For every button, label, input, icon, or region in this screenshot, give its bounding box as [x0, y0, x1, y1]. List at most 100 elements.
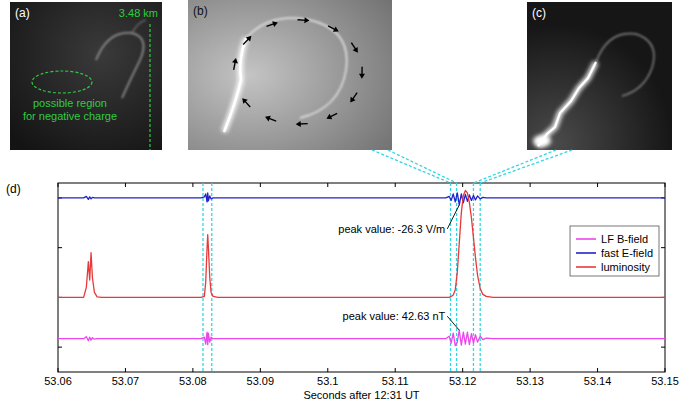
x-tick	[125, 368, 126, 372]
arrow-head	[348, 97, 356, 105]
x-axis-title: Seconds after 12:31 UT	[303, 389, 419, 401]
flow-arrow	[359, 67, 365, 79]
x-tick	[327, 368, 328, 372]
lightning-loop	[246, 18, 347, 118]
x-tick-top	[530, 183, 531, 187]
flow-arrow	[264, 114, 277, 124]
x-tick	[58, 368, 59, 372]
annotation-leader	[447, 205, 459, 229]
arrow-head	[264, 114, 271, 121]
x-tick-top	[192, 183, 193, 187]
x-tick-label: 53.08	[179, 375, 207, 387]
legend: LF B-fieldfast E-fieldluminosity	[570, 226, 659, 276]
arrow-head	[272, 20, 279, 27]
annotation-leader	[447, 316, 459, 330]
flow-arrow	[348, 91, 360, 104]
annotation: peak value: 42.63 nT	[343, 310, 446, 322]
figure: (a) 3.48 km possible regionfor negative ch…	[0, 0, 689, 408]
scale-line	[149, 24, 150, 150]
region-text: for negative charge	[23, 110, 117, 122]
x-tick-top	[597, 183, 598, 187]
legend-swatch	[576, 238, 596, 240]
annotation: peak value: -26.3 V/m	[338, 223, 445, 235]
series-line	[58, 193, 665, 205]
flow-arrow	[241, 34, 254, 47]
connector	[480, 150, 572, 183]
x-tick-top	[260, 183, 261, 187]
y-tick	[58, 347, 62, 348]
flow-arrow	[266, 20, 279, 30]
x-tick-label: 53.11	[382, 375, 409, 387]
y-tick	[58, 247, 62, 248]
plot-frame	[58, 183, 665, 372]
legend-label: LF B-field	[601, 233, 648, 245]
y-tick-right	[661, 347, 665, 348]
flow-arrow	[240, 96, 252, 109]
panel-label: (d)	[6, 182, 21, 196]
window-edge	[211, 183, 212, 372]
arrow-head	[304, 17, 309, 23]
lightning-channel	[224, 38, 246, 132]
panel-label: (b)	[193, 4, 208, 18]
y-tick-right	[661, 247, 665, 248]
charge-region	[32, 71, 92, 93]
arrow-head	[333, 27, 340, 35]
x-tick	[530, 368, 531, 372]
arrow-head	[232, 57, 239, 63]
connector	[372, 150, 451, 183]
panel-label: (c)	[532, 6, 546, 20]
flow-arrow	[349, 41, 361, 54]
panel-label: (a)	[15, 6, 30, 20]
arrow-head	[359, 74, 365, 79]
flow-arrow	[296, 121, 308, 128]
x-tick-label: 53.15	[651, 375, 679, 387]
x-tick-label: 53.13	[516, 375, 544, 387]
arrow-head	[240, 96, 248, 104]
x-tick-label: 53.06	[44, 375, 72, 387]
lightning-branch	[132, 20, 146, 33]
legend-swatch	[576, 266, 596, 268]
lightning-channel	[538, 62, 596, 146]
x-tick-label: 53.12	[449, 375, 477, 387]
x-tick-top	[665, 183, 666, 187]
x-tick-top	[125, 183, 126, 187]
scale-text: 3.48 km	[119, 7, 158, 19]
x-tick	[395, 368, 396, 372]
series-line	[58, 330, 665, 345]
x-tick-label: 53.09	[247, 375, 275, 387]
window-edge	[480, 183, 481, 372]
series-lines	[58, 190, 665, 345]
lightning-loop	[596, 34, 654, 96]
x-tick	[260, 368, 261, 372]
x-tick-top	[462, 183, 463, 187]
series-line	[58, 190, 665, 297]
arrow-head	[296, 121, 301, 127]
photo-background	[188, 0, 392, 150]
connector	[388, 150, 457, 183]
highlight-windows	[203, 183, 480, 372]
x-tick-label: 53.1	[317, 375, 338, 387]
flow-arrow	[327, 23, 340, 34]
x-tick	[192, 368, 193, 372]
lightning-channel	[96, 33, 144, 98]
x-tick-top	[58, 183, 59, 187]
flow-arrow	[231, 57, 239, 70]
photo-background	[527, 2, 672, 150]
window-edge	[202, 183, 203, 372]
arrow-head	[325, 114, 332, 122]
region-text: possible region	[33, 97, 107, 109]
legend-box	[570, 226, 659, 276]
x-tick-top	[327, 183, 328, 187]
flow-arrow	[297, 17, 309, 24]
lightning-glow	[538, 62, 596, 146]
legend-swatch	[576, 252, 596, 254]
channel-base	[533, 135, 551, 147]
x-tick	[597, 368, 598, 372]
x-tick	[665, 368, 666, 372]
x-tick-label: 53.07	[112, 375, 140, 387]
photo-background	[10, 2, 162, 150]
flow-arrow	[325, 111, 338, 122]
image-b: (b)	[188, 0, 392, 150]
connector	[473, 150, 556, 183]
lightning-glow	[224, 38, 246, 132]
